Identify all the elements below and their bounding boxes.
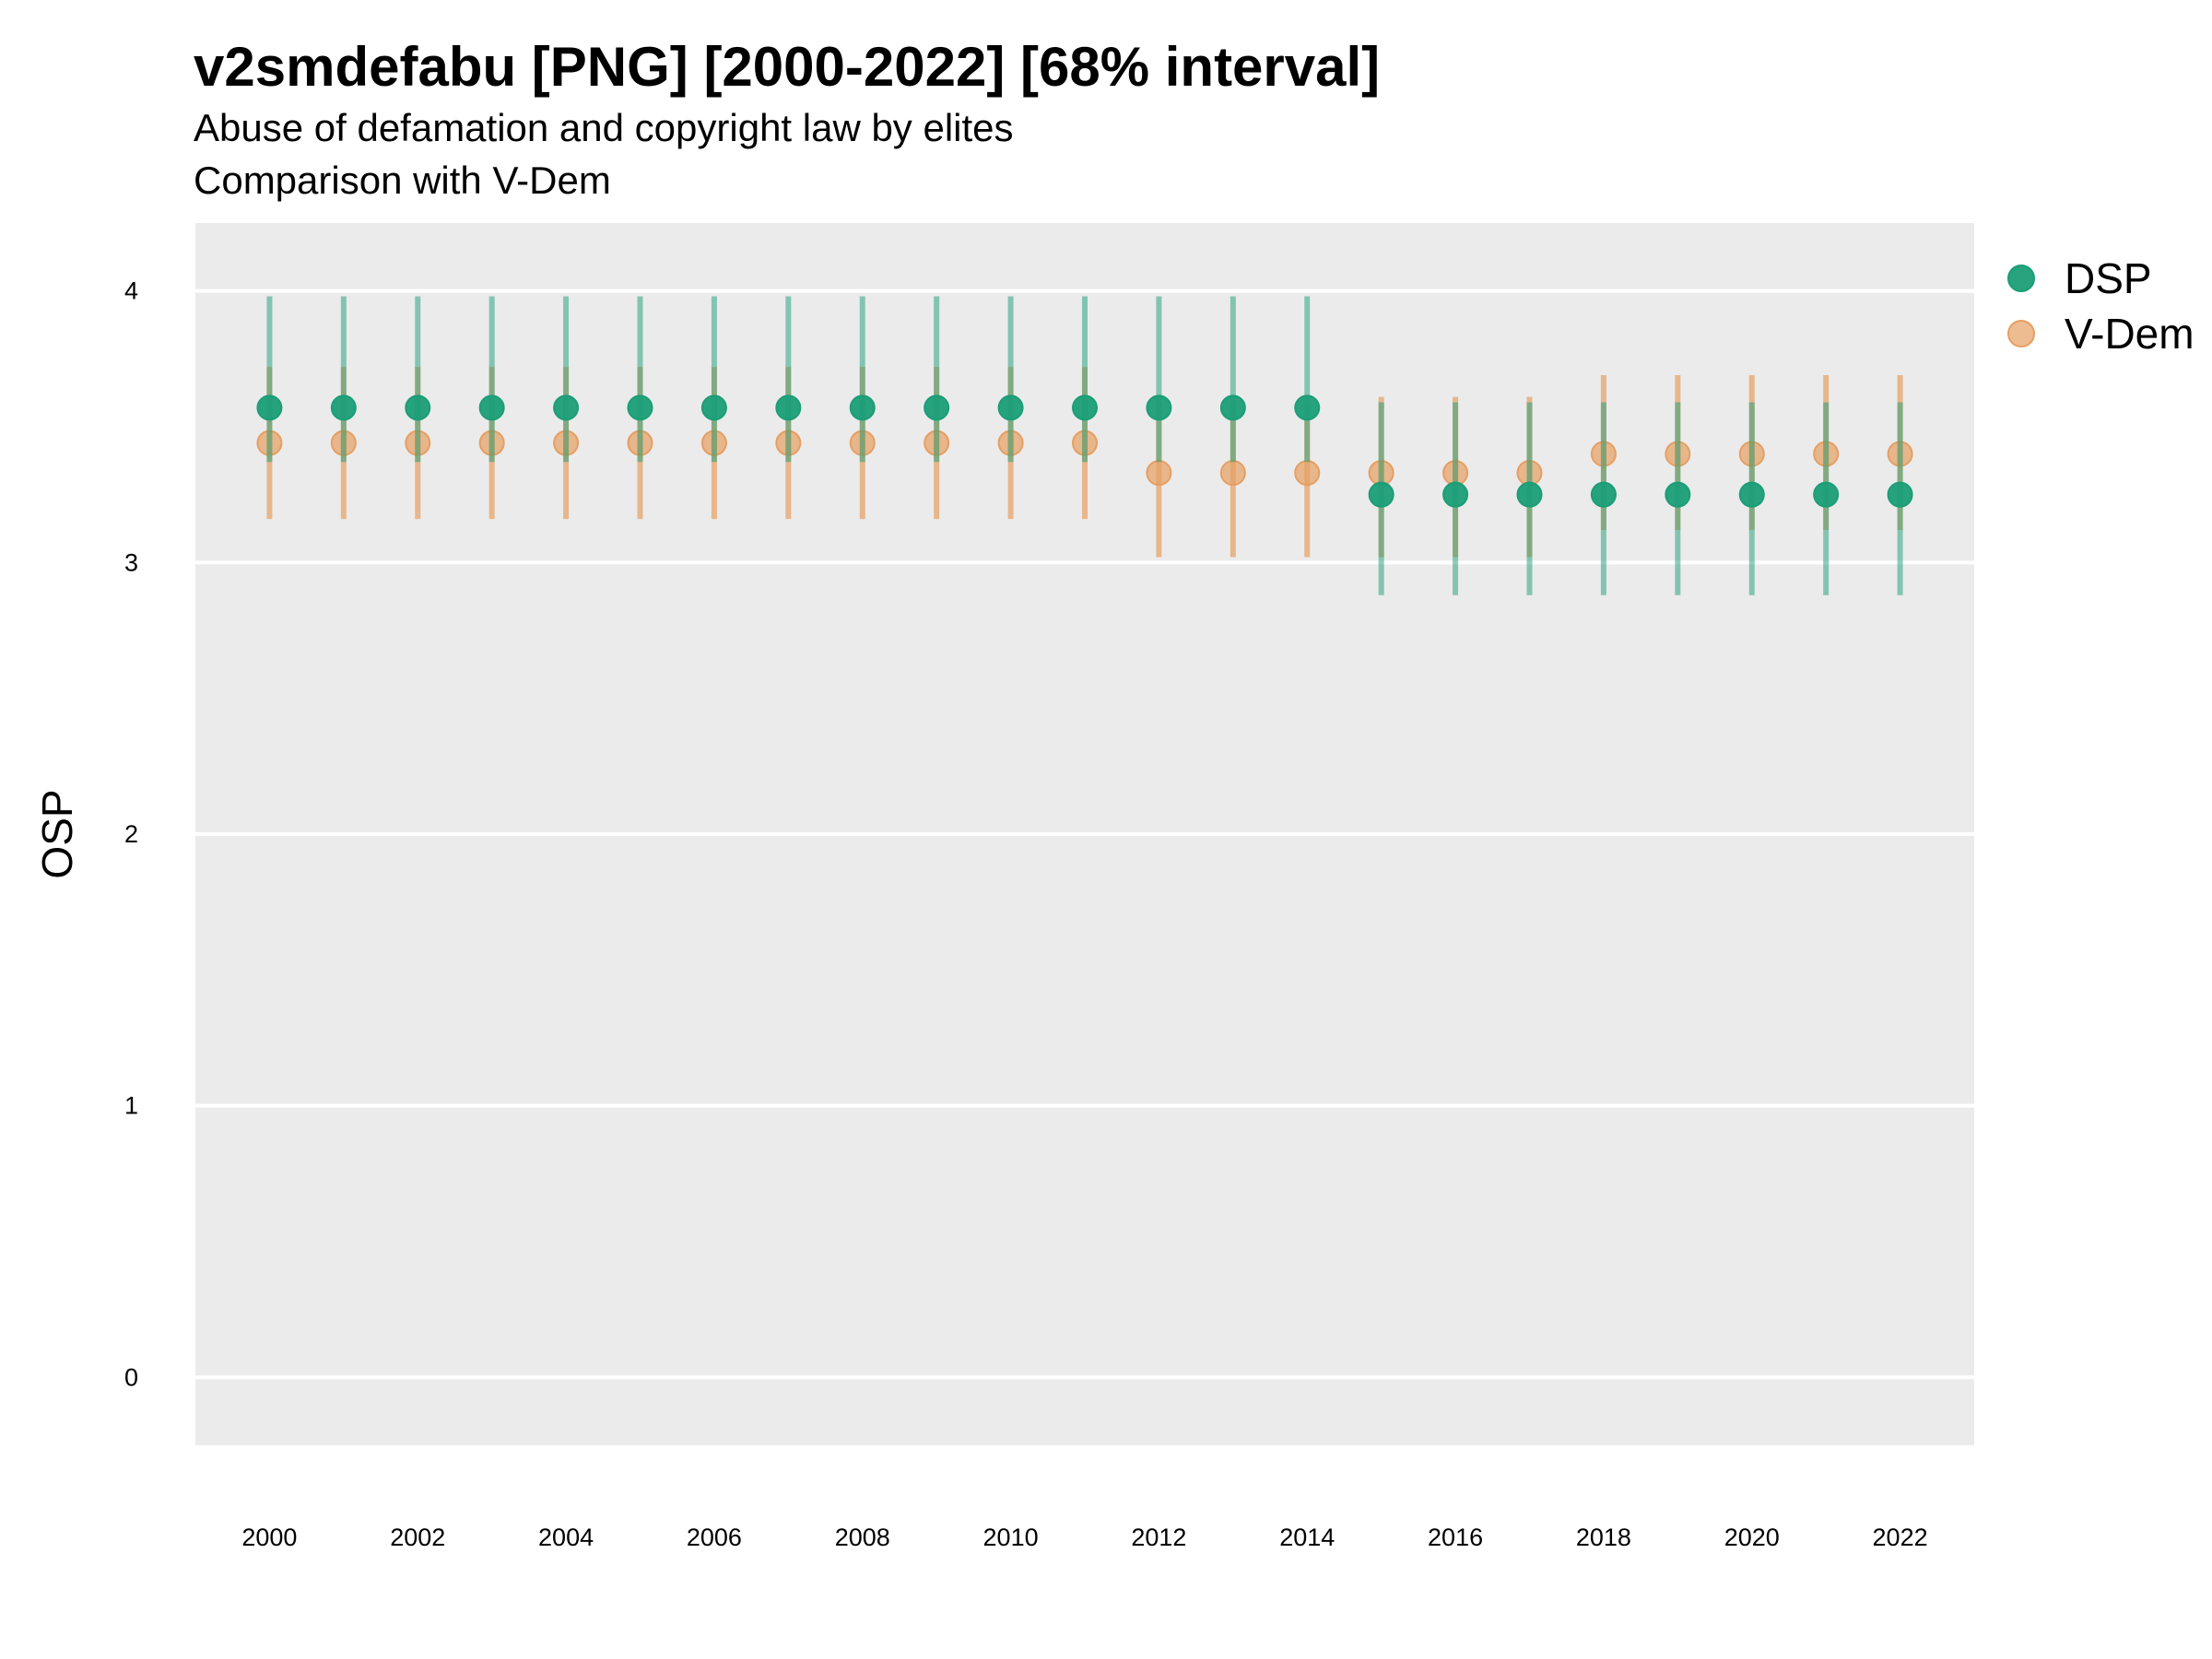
data-point	[1887, 481, 1913, 508]
data-point	[924, 394, 950, 421]
data-point	[627, 394, 653, 421]
data-point	[1516, 481, 1543, 508]
x-tick-label: 2018	[1576, 1524, 1631, 1551]
data-point	[1219, 460, 1246, 487]
x-tick-label: 2020	[1724, 1524, 1780, 1551]
y-tick-label: 1	[124, 1092, 138, 1120]
data-point	[553, 394, 580, 421]
y-tick-label: 2	[124, 820, 138, 848]
legend-marker	[2007, 265, 2035, 292]
x-tick-label: 2004	[538, 1524, 594, 1551]
x-tick-label: 2022	[1873, 1524, 1928, 1551]
legend-label: DSP	[2065, 254, 2152, 302]
y-tick-label: 3	[124, 548, 138, 576]
data-point	[1368, 481, 1394, 508]
data-point	[478, 394, 505, 421]
y-tick-label: 4	[124, 277, 138, 305]
chart-subtitle-line-1: Abuse of defamation and copyright law by…	[194, 106, 1014, 149]
x-tick-label: 2002	[390, 1524, 445, 1551]
data-point	[1738, 481, 1765, 508]
data-point	[405, 394, 431, 421]
x-tick-label: 2010	[983, 1524, 1039, 1551]
data-point	[1665, 481, 1691, 508]
data-point	[997, 394, 1024, 421]
data-point	[775, 394, 802, 421]
x-tick-label: 2006	[687, 1524, 742, 1551]
data-point	[330, 394, 357, 421]
x-tick-label: 2000	[241, 1524, 297, 1551]
legend-marker	[2007, 320, 2035, 347]
data-point	[1146, 460, 1172, 487]
data-point	[700, 394, 727, 421]
data-point	[1219, 394, 1246, 421]
data-point	[1813, 481, 1840, 508]
data-point	[1146, 394, 1172, 421]
data-point	[1590, 481, 1617, 508]
data-point	[1294, 394, 1321, 421]
data-point	[1442, 481, 1469, 508]
x-tick-label: 2008	[835, 1524, 890, 1551]
data-point	[849, 394, 876, 421]
data-point	[1072, 394, 1098, 421]
data-point	[1294, 460, 1321, 487]
legend-label: V-Dem	[2065, 310, 2194, 358]
y-axis-label: OSP	[33, 789, 81, 878]
x-tick-label: 2012	[1131, 1524, 1186, 1551]
x-tick-label: 2014	[1279, 1524, 1335, 1551]
data-point	[256, 394, 283, 421]
y-tick-label: 0	[124, 1363, 138, 1391]
chart-subtitle-line-2: Comparison with V-Dem	[194, 159, 611, 202]
chart-title: v2smdefabu [PNG] [2000-2022] [68% interv…	[194, 36, 1381, 98]
x-tick-label: 2016	[1428, 1524, 1483, 1551]
